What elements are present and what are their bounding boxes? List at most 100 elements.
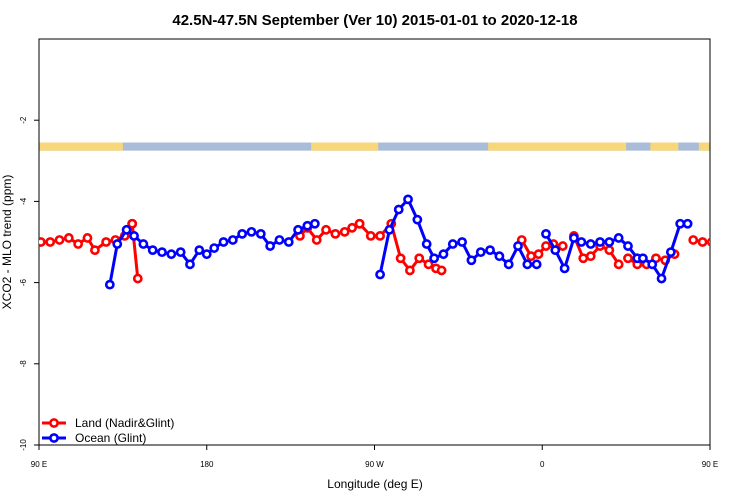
series-0-point bbox=[73, 239, 84, 249]
series-1-point bbox=[682, 218, 693, 229]
series-1-point bbox=[421, 239, 432, 249]
series-0-point bbox=[436, 265, 447, 276]
series-1-point bbox=[503, 259, 514, 270]
series-1-point bbox=[550, 245, 561, 256]
series-1-point bbox=[576, 237, 587, 247]
series-0-point bbox=[90, 245, 100, 256]
series-1 bbox=[104, 194, 693, 290]
series-1-point bbox=[457, 237, 468, 247]
legend-marker-0 bbox=[49, 418, 59, 428]
strip-land-4 bbox=[698, 142, 710, 151]
series-1-point bbox=[623, 241, 633, 251]
series-0-point bbox=[697, 237, 708, 247]
series-0-point bbox=[311, 235, 322, 245]
series-0-point bbox=[727, 234, 734, 241]
series-0-point bbox=[736, 236, 743, 243]
series-1-point bbox=[475, 247, 486, 258]
series-0-point bbox=[45, 237, 56, 247]
series-1-point bbox=[255, 228, 266, 239]
series-1-point bbox=[185, 259, 195, 270]
series-1-point bbox=[393, 204, 404, 215]
y-axis-label: XCO2 - MLO trend (ppm) bbox=[0, 175, 14, 310]
series-0-point bbox=[39, 237, 46, 247]
series-0-point bbox=[718, 236, 725, 243]
series-0-point bbox=[414, 253, 425, 264]
series-1-point bbox=[237, 228, 248, 239]
series-1-point bbox=[194, 245, 205, 256]
y-tick-label-0: -2 bbox=[19, 116, 28, 124]
series-1-point bbox=[438, 249, 449, 260]
series-0-point bbox=[746, 240, 750, 247]
series-1-point bbox=[613, 233, 624, 243]
series-1-point bbox=[274, 235, 285, 245]
series-0-point bbox=[101, 237, 111, 247]
x-axis: 90 E 180 90 W 0 90 E bbox=[31, 445, 718, 469]
series-1-point bbox=[375, 269, 385, 280]
series-1-point bbox=[541, 228, 551, 239]
series-1-point bbox=[585, 239, 596, 249]
y-axis: -2 -4 -6 -8 -10 bbox=[19, 116, 39, 451]
legend-label-0: Land (Nadir&Glint) bbox=[75, 416, 174, 430]
series-1-point bbox=[403, 194, 413, 205]
series-0-point bbox=[623, 253, 633, 264]
series-0-point bbox=[526, 251, 536, 262]
series-1-point bbox=[302, 220, 313, 231]
series-0-point bbox=[321, 224, 331, 235]
series-1-point bbox=[638, 253, 648, 264]
series-1-point bbox=[157, 247, 167, 258]
series-1-point bbox=[595, 237, 605, 247]
legend: Land (Nadir&Glint)Ocean (Glint) bbox=[42, 416, 174, 445]
series-1-point bbox=[485, 245, 495, 256]
series-0-point bbox=[54, 235, 65, 245]
series-0-point bbox=[63, 233, 74, 243]
series-1-point bbox=[522, 259, 533, 270]
series-0-point bbox=[604, 245, 615, 256]
series-0-point bbox=[541, 241, 551, 251]
series-0-point bbox=[533, 249, 544, 260]
x-tick-label-2: 90 W bbox=[365, 460, 384, 469]
series-1-point bbox=[283, 237, 294, 247]
legend-marker-1 bbox=[49, 433, 59, 443]
series-0-point bbox=[585, 251, 596, 262]
series-1-point bbox=[384, 224, 395, 235]
series-1-point bbox=[569, 233, 579, 243]
x-tick-label-4: 90 E bbox=[702, 460, 718, 469]
legend-label-1: Ocean (Glint) bbox=[75, 431, 146, 445]
series-1-point bbox=[227, 235, 238, 245]
series-1-point bbox=[166, 249, 177, 260]
y-tick-label-3: -8 bbox=[19, 360, 28, 368]
series-layer bbox=[39, 194, 750, 290]
series-0-point bbox=[375, 231, 385, 241]
series-1-point bbox=[647, 259, 658, 270]
series-1-line-3 bbox=[642, 222, 688, 281]
series-1-point bbox=[559, 263, 570, 274]
y-tick-label-1: -4 bbox=[19, 197, 28, 205]
x-axis-label: Longitude (deg E) bbox=[327, 477, 422, 491]
series-0-point bbox=[613, 259, 624, 270]
x-tick-label-0: 90 E bbox=[31, 460, 47, 469]
series-1-point bbox=[209, 243, 220, 253]
series-0-point bbox=[688, 235, 699, 245]
series-1-point bbox=[218, 237, 229, 247]
series-1-point bbox=[293, 224, 303, 235]
series-1-point bbox=[412, 214, 423, 225]
series-0-point bbox=[132, 273, 143, 284]
strip-land-2 bbox=[488, 142, 627, 151]
x-tick-label-1: 180 bbox=[200, 460, 214, 469]
series-0-point bbox=[127, 218, 138, 229]
series-1-point bbox=[656, 273, 667, 284]
series-1-point bbox=[147, 245, 158, 256]
series-1-point bbox=[604, 237, 615, 247]
series-0-point bbox=[395, 253, 406, 264]
series-1-point bbox=[265, 241, 276, 251]
series-1-point bbox=[447, 239, 458, 249]
strip-land-1 bbox=[311, 142, 379, 151]
series-1-point bbox=[112, 239, 123, 249]
series-0-point bbox=[557, 241, 568, 251]
series-1-point bbox=[175, 247, 186, 258]
series-1-point bbox=[246, 226, 257, 237]
y-tick-label-2: -6 bbox=[19, 278, 28, 286]
strip-land-0 bbox=[39, 142, 123, 151]
